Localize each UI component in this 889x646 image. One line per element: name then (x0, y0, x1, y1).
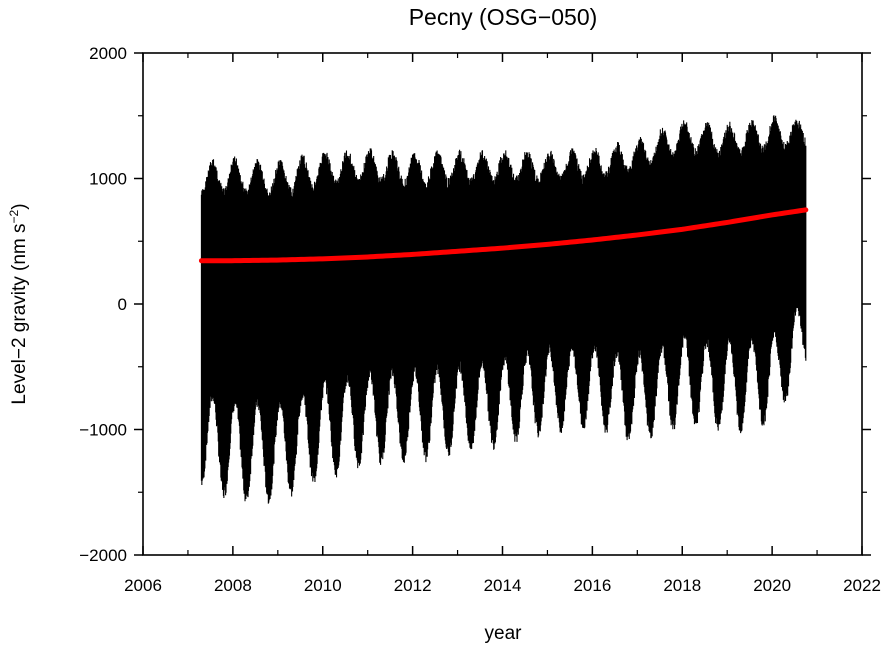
x-tick-label: 2014 (484, 576, 522, 595)
x-tick-label: 2012 (394, 576, 432, 595)
y-tick-label: 1000 (89, 170, 127, 189)
x-tick-label: 2006 (124, 576, 162, 595)
y-axis: −2000 −1000 0 1000 2000 (79, 44, 871, 565)
y-tick-label: −2000 (79, 546, 127, 565)
x-tick-label: 2018 (663, 576, 701, 595)
x-axis: 2006 2008 2010 2012 2014 2016 2018 2020 2022 (124, 53, 881, 595)
trend-line (198, 207, 809, 264)
y-axis-title: Level−2 gravity (nm s−2) (7, 203, 30, 404)
x-tick-label: 2010 (304, 576, 342, 595)
data-band-series (200, 115, 807, 504)
y-tick-label: 2000 (89, 44, 127, 63)
x-tick-label: 2022 (843, 576, 881, 595)
x-tick-label: 2008 (214, 576, 252, 595)
y-axis-title-end: ) (9, 203, 30, 209)
y-tick-label: 0 (118, 295, 127, 314)
y-axis-title-superscript: −2 (7, 209, 21, 223)
x-axis-title: year (485, 623, 523, 644)
chart-title: Pecny (OSG−050) (409, 4, 598, 30)
data-band-path (200, 115, 807, 504)
x-tick-label: 2016 (573, 576, 611, 595)
y-tick-label: −1000 (79, 421, 127, 440)
x-tick-label: 2020 (753, 576, 791, 595)
trend-series (198, 207, 809, 264)
y-axis-title-main: Level−2 gravity (nm s (9, 223, 30, 404)
